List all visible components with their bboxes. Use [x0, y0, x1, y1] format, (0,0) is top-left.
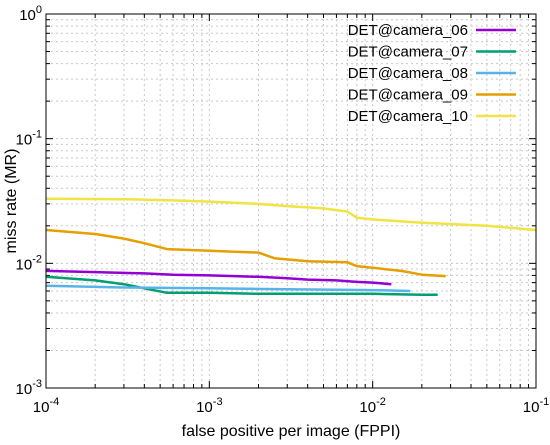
series-line-det-camera-06 [45, 269, 392, 286]
x-tick-label: 10-2 [359, 396, 385, 416]
legend: DET@camera_06 DET@camera_07 DET@camera_08 D… [348, 22, 516, 125]
y-tick-label: 10-1 [16, 129, 42, 149]
y-tick-label: 10-3 [16, 378, 42, 398]
legend-label: DET@camera_08 [348, 65, 468, 82]
grid [46, 14, 536, 388]
plot-frame [45, 13, 537, 389]
series-line-det-camera-09 [45, 228, 446, 278]
legend-label: DET@camera_06 [348, 22, 468, 39]
axis-ticks [45, 14, 536, 389]
series-line-det-camera-10 [45, 197, 537, 232]
x-tick-labels: 10-4 10-3 10-2 10-1 [33, 396, 549, 416]
series-line-det-camera-08 [45, 284, 411, 293]
y-axis-label: miss rate (MR) [3, 149, 20, 254]
series-line-det-camera-07 [45, 275, 438, 296]
x-axis-label: false positive per image (FPPI) [182, 423, 401, 440]
legend-label: DET@camera_07 [348, 44, 468, 61]
x-tick-label: 10-3 [196, 396, 222, 416]
series-lines [45, 197, 537, 296]
legend-label: DET@camera_10 [348, 108, 468, 125]
y-tick-label: 100 [19, 4, 42, 24]
legend-label: DET@camera_09 [348, 87, 468, 104]
y-tick-labels: 10-3 10-2 10-1 100 [16, 4, 42, 398]
x-tick-label: 10-1 [523, 396, 549, 416]
x-tick-label: 10-4 [33, 396, 59, 416]
y-tick-label: 10-2 [16, 253, 42, 273]
